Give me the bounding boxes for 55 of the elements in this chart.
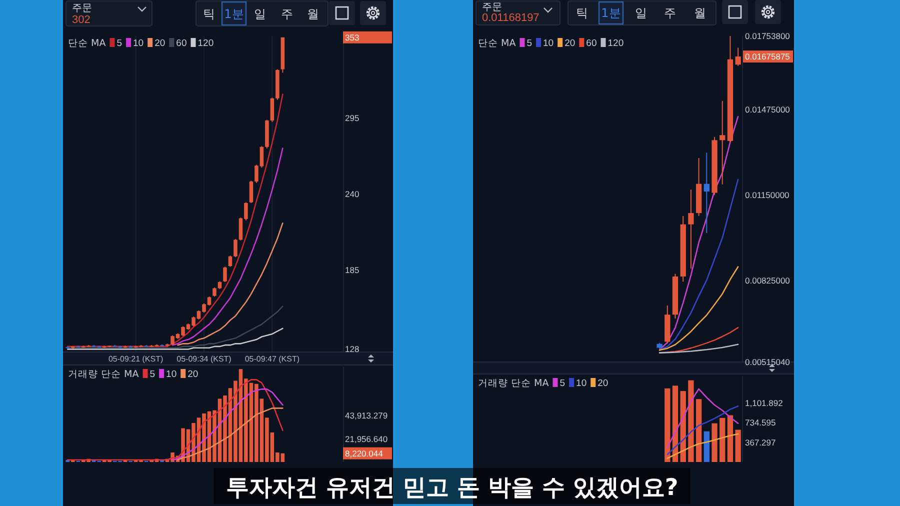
text: 투자자건 유저건 믿고 돈 박을 수 있겠어요? [226,475,678,501]
y-tick-label: 0.00515040 [745,357,790,367]
y-tick-label: 1,101.892 [745,398,784,408]
legend-label: 20 [154,38,166,49]
x-tick-label: 05-09:47 (KST) [244,354,300,364]
legend-label: 10 [543,38,554,49]
y-tick-label: 353 [345,32,360,42]
y-tick-label: 128 [345,344,360,354]
x-tick-label: 05-09:21 (KST) [108,354,164,364]
y-tick-label: 240 [345,189,360,199]
y-tick-label: 43,913.279 [345,410,388,421]
legend-title: 단순 MA [68,38,106,49]
legend-label: 10 [576,378,587,389]
text: 1분 [224,7,244,21]
legend-label: 5 [526,38,532,49]
text: 틱 [203,7,215,21]
y-tick-label: 734.595 [745,418,776,428]
y-tick-label: 0.01753800 [745,31,790,41]
y-tick-label: 0.01475000 [745,104,790,114]
y-tick-label: 0.01150000 [745,190,790,200]
legend-label: 5 [150,369,156,380]
y-tick-label: 295 [345,112,360,123]
legend-label: 10 [166,369,177,380]
text: 월 [694,6,706,20]
text: 주문 [482,2,502,13]
text: 302 [72,14,90,26]
y-tick-label: 367.297 [745,437,776,448]
text: 틱 [576,6,588,20]
legend-label: 5 [116,38,122,49]
text: 0.01168197 [482,12,540,24]
text: 일 [635,6,647,20]
text: 주문 [72,3,92,14]
legend-label: 20 [188,369,198,380]
legend-label: 10 [133,38,144,49]
legend-label: 120 [198,38,214,49]
legend-label: 20 [598,378,608,389]
text: 주 [281,7,293,21]
text: 1분 [601,6,621,20]
y-tick-label: 21,956.640 [345,434,388,444]
y-tick-label: 0.00825000 [745,275,790,286]
legend-title: 거래량 단순 MA [68,369,140,380]
legend-label: 120 [608,38,624,49]
text: 주 [664,6,676,20]
y-tick-label: 8,220.044 [345,448,384,458]
legend-label: 60 [586,38,597,49]
text: 일 [254,7,266,21]
legend-label: 60 [176,38,187,49]
legend-label: 5 [560,378,566,389]
legend-title: 단순 MA [478,38,516,49]
x-tick-label: 05-09:34 (KST) [176,354,232,364]
legend-label: 20 [564,38,576,49]
text: 월 [307,7,319,21]
y-tick-label: 185 [345,265,360,276]
legend-title: 거래량 단순 MA [478,378,550,389]
y-tick-label: 0.01675875 [745,52,790,62]
